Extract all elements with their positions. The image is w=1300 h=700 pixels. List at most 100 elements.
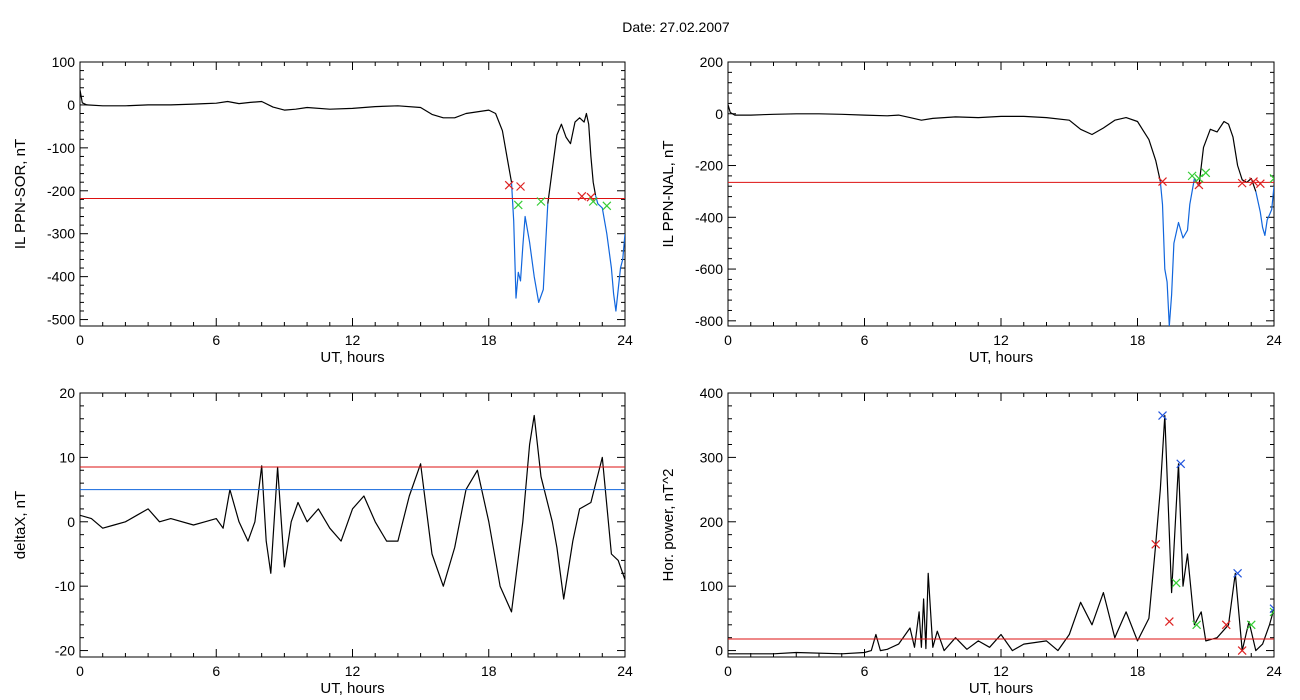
x-tick-label: 18 — [481, 332, 497, 348]
marker-stroke — [516, 182, 525, 191]
marker-red — [1249, 177, 1258, 187]
y-tick-label: -500 — [47, 312, 75, 328]
marker-stroke — [1269, 604, 1274, 610]
marker-stroke — [536, 197, 546, 206]
plot-area — [728, 104, 1274, 326]
plot-area — [80, 89, 625, 312]
marker-red — [1158, 177, 1167, 187]
marker-red — [1255, 179, 1265, 189]
y-tick-label: 100 — [700, 578, 724, 594]
plot-area — [728, 411, 1274, 655]
marker-stroke — [1151, 539, 1161, 549]
panel-p2: 0 6 12 18 24 200 0 -200 -400 -600 -800 UT, hours IL … — [660, 54, 1282, 366]
x-tick-label: 6 — [861, 332, 869, 348]
x-tick-label: 24 — [1266, 332, 1282, 348]
x-tick-label: 24 — [617, 332, 633, 348]
x-tick-label: 18 — [1130, 332, 1146, 348]
series-line-blue — [1255, 186, 1274, 236]
y-tick-label: -800 — [695, 313, 723, 329]
x-tick-label: 18 — [1130, 663, 1146, 679]
y-tick-label: 10 — [59, 449, 75, 465]
x-tick-label: 0 — [724, 332, 732, 348]
y-tick-label: 0 — [715, 106, 723, 122]
y-axis-label: IL PPN-SOR, nT — [12, 139, 29, 249]
x-tick-label: 0 — [76, 663, 84, 679]
marker-green — [1246, 620, 1256, 630]
marker-stroke — [586, 192, 596, 202]
x-tick-label: 12 — [993, 332, 1009, 348]
marker-blue — [1176, 459, 1186, 469]
marker-red — [1164, 617, 1174, 627]
x-tick-label: 6 — [861, 663, 869, 679]
y-tick-label: 400 — [700, 385, 724, 401]
x-tick-label: 0 — [76, 332, 84, 348]
marker-stroke — [1233, 568, 1243, 578]
marker-green — [602, 201, 612, 211]
y-tick-label: -100 — [47, 140, 75, 156]
x-axis-label: UT, hours — [320, 349, 384, 366]
x-tick-label: 6 — [212, 663, 220, 679]
x-tick-label: 6 — [212, 332, 220, 348]
panel-p1: 0 6 12 18 24 100 0 -100 -200 -300 -400 -500 UT, hour… — [12, 54, 633, 366]
marker-stroke — [1237, 646, 1247, 655]
marker-stroke — [1194, 180, 1204, 190]
series-line-black — [80, 414, 625, 613]
marker-stroke — [1246, 620, 1256, 630]
marker-blue — [1233, 568, 1243, 578]
panel-p4: 0 6 12 18 24 400 300 200 100 0 UT, hours Hor. power… — [660, 385, 1282, 697]
marker-stroke — [602, 201, 612, 211]
y-tick-label: 300 — [700, 449, 724, 465]
series-line-blue — [510, 182, 549, 303]
y-tick-label: 200 — [700, 514, 724, 530]
y-tick-label: -400 — [695, 209, 723, 225]
y-tick-label: -300 — [47, 226, 75, 242]
marker-stroke — [1192, 620, 1202, 630]
axes-frame — [79, 392, 626, 658]
marker-red — [1221, 620, 1231, 630]
marker-red — [577, 191, 587, 201]
marker-red — [516, 182, 525, 191]
figure-title: Date: 27.02.2007 — [622, 19, 730, 35]
marker-red — [1237, 646, 1247, 655]
x-tick-label: 18 — [481, 663, 497, 679]
marker-stroke — [513, 200, 523, 210]
marker-stroke — [1221, 620, 1231, 630]
marker-stroke — [504, 180, 514, 190]
y-tick-label: 0 — [715, 643, 723, 659]
panel-p3: 0 6 12 18 24 20 10 0 -10 -20 UT, hours deltaX, nT — [12, 385, 633, 697]
marker-green — [1269, 607, 1274, 617]
marker-red — [586, 192, 596, 202]
y-tick-label: 0 — [67, 514, 75, 530]
series-line-black — [728, 104, 1161, 182]
series-line-black — [80, 89, 513, 183]
x-axis-label: UT, hours — [320, 680, 384, 697]
y-tick-label: 200 — [700, 54, 724, 70]
y-tick-label: -10 — [55, 578, 75, 594]
marker-stroke — [1255, 179, 1265, 189]
marker-stroke — [1171, 578, 1181, 588]
marker-stroke — [1269, 607, 1274, 614]
series-line-blue — [594, 194, 625, 312]
marker-green — [1269, 174, 1274, 183]
x-tick-label: 24 — [617, 663, 633, 679]
marker-stroke — [577, 191, 587, 201]
x-tick-label: 0 — [724, 663, 732, 679]
marker-blue — [1269, 604, 1274, 614]
x-tick-label: 24 — [1266, 663, 1282, 679]
marker-red — [1151, 539, 1161, 549]
marker-green — [1192, 620, 1202, 630]
marker-stroke — [1194, 174, 1204, 183]
series-line-black — [1198, 120, 1257, 192]
x-tick-label: 12 — [345, 332, 361, 348]
axes-frame — [727, 392, 1275, 658]
marker-stroke — [588, 197, 598, 206]
marker-stroke — [1164, 617, 1174, 627]
marker-green — [1187, 171, 1197, 181]
marker-stroke — [1176, 459, 1186, 469]
series-line-blue — [1159, 177, 1200, 326]
marker-stroke — [1187, 171, 1197, 181]
y-tick-label: 100 — [52, 54, 76, 70]
series-line-black — [547, 112, 597, 204]
y-tick-label: -400 — [47, 269, 75, 285]
y-tick-label: -200 — [695, 158, 723, 174]
